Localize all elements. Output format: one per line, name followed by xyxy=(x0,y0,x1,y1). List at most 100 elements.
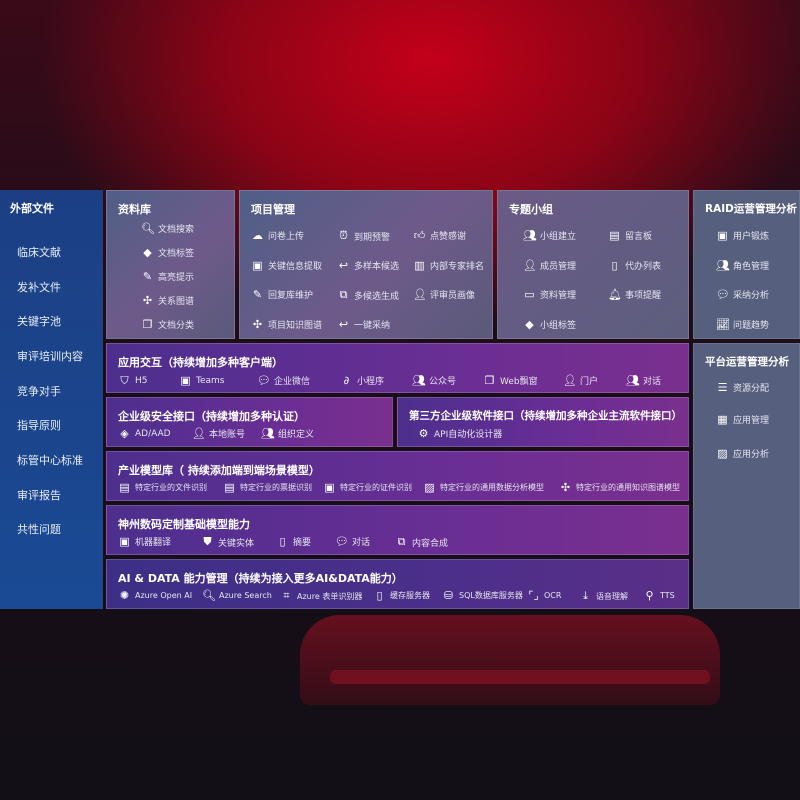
client-item[interactable]: 💬︎ 企业微信 xyxy=(257,374,310,387)
menu-item[interactable]: ▤ 留言板 xyxy=(608,229,652,242)
service-item[interactable]: ⌜⌟ OCR xyxy=(527,589,561,602)
chart-icon: ▨ xyxy=(717,447,728,460)
service-item[interactable]: ⌗ Azure 表单识别器 xyxy=(280,589,362,603)
sidebar-item[interactable]: 共性问题 xyxy=(17,523,61,536)
service-item[interactable]: ⛁ SQL数据库服务器 xyxy=(442,589,523,602)
capability-item[interactable]: ▣ 机器翻译 xyxy=(118,535,171,548)
menu-item[interactable]: 📈︎ 问题趋势 xyxy=(716,318,769,331)
menu-item[interactable]: ✣ 关系图谱 xyxy=(141,294,194,307)
item-label: 特定行业的通用知识图谱模型 xyxy=(576,483,680,492)
menu-item[interactable]: ⏰︎ 到期预警 xyxy=(337,229,390,243)
client-item[interactable]: ▣ Teams xyxy=(179,374,224,387)
item-label: 用户锻炼 xyxy=(733,232,770,242)
menu-item[interactable]: ↩ 多样本候选 xyxy=(337,259,399,272)
menu-item[interactable]: ▭ 资料管理 xyxy=(523,288,576,301)
reply-icon: ↩ xyxy=(338,259,349,272)
menu-item[interactable]: 👍︎ 点赞感谢 xyxy=(413,229,466,242)
clipboard-icon: ▯ xyxy=(611,259,618,272)
menu-item[interactable]: 💬︎ 采纳分析 xyxy=(716,288,769,301)
menu-item[interactable]: ▯ 代办列表 xyxy=(608,259,661,272)
menu-item[interactable]: ⧉ 多候选生成 xyxy=(337,288,399,302)
users-icon: 👥︎ xyxy=(523,229,537,242)
item-label: 多候选生成 xyxy=(354,291,400,302)
item-label: 关键实体 xyxy=(218,538,255,549)
ocr-icon: ⌜⌟ xyxy=(528,589,539,602)
menu-item[interactable]: 👤︎ 评审员画像 xyxy=(413,288,475,301)
sidebar-item[interactable]: 指导原则 xyxy=(17,419,61,432)
panel-base-models: 神州数码定制基础模型能力 ▣ 机器翻译 ⛊ 关键实体 ▯ 摘要 💬︎ 对话 ⧉ 内容合成 xyxy=(106,505,689,555)
sidebar-item[interactable]: 审评报告 xyxy=(17,489,61,502)
item-label: 问题趋势 xyxy=(733,321,770,331)
item-label: 成员管理 xyxy=(540,262,577,272)
item-label: 特定行业的票据识别 xyxy=(240,483,312,492)
menu-item[interactable]: ☰ 资源分配 xyxy=(716,381,769,394)
menu-item[interactable]: 🔍︎ 文档搜索 xyxy=(141,222,194,235)
service-item[interactable]: ⚲ TTS xyxy=(643,589,674,602)
menu-item[interactable]: ↩ 一键采纳 xyxy=(337,318,390,331)
client-item[interactable]: 👥︎ 公众号 xyxy=(412,374,456,387)
model-item[interactable]: ▤ 特定行业的票据识别 xyxy=(223,481,312,494)
ranking-icon: ▥ xyxy=(414,259,425,272)
capability-item[interactable]: ⛊ 关键实体 xyxy=(201,535,254,549)
client-item[interactable]: ⛉ H5 xyxy=(118,374,147,388)
menu-item[interactable]: ❐ 文档分类 xyxy=(141,318,194,331)
service-item[interactable]: 🔍︎ Azure Search xyxy=(202,589,272,602)
menu-item[interactable]: ▦ 应用管理 xyxy=(716,413,769,426)
menu-item[interactable]: 🔔︎ 事项提醒 xyxy=(608,288,661,301)
menu-item[interactable]: ◆ 文档标签 xyxy=(141,246,194,259)
model-item[interactable]: ▤ 特定行业的文件识别 xyxy=(118,481,207,494)
item-label: 特定行业的通用数据分析模型 xyxy=(440,483,544,492)
model-item[interactable]: ▣ 特定行业的证件识别 xyxy=(323,481,412,494)
api-designer-item[interactable]: ⚙ API自动化设计器 xyxy=(417,427,503,440)
thumbs-up-icon: 👍︎ xyxy=(413,229,426,242)
menu-item[interactable]: ✣ 项目知识图谱 xyxy=(251,318,322,331)
menu-item[interactable]: ✎ 高亮提示 xyxy=(141,270,194,283)
menu-item[interactable]: ▥ 内部专家排名 xyxy=(413,259,484,272)
sidebar-item[interactable]: 发补文件 xyxy=(17,281,61,294)
summary-icon: ▯ xyxy=(279,535,286,548)
model-item[interactable]: ✣ 特定行业的通用知识图谱模型 xyxy=(559,481,680,494)
sidebar-item[interactable]: 临床文献 xyxy=(17,246,61,259)
bbs-icon: ▤ xyxy=(609,229,620,242)
client-item[interactable]: ❐ Web飘窗 xyxy=(483,374,538,387)
capability-item[interactable]: ▯ 摘要 xyxy=(276,535,311,548)
item-label: 小组标签 xyxy=(540,321,577,331)
client-item[interactable]: 👤︎ 门户 xyxy=(563,374,598,387)
service-item[interactable]: ✺ Azure Open AI xyxy=(118,589,192,602)
panel-title: 专题小组 xyxy=(509,203,553,216)
item-label: 事项提醒 xyxy=(625,291,662,301)
menu-item[interactable]: ▨ 应用分析 xyxy=(716,447,769,460)
client-item[interactable]: 👥︎ 对话 xyxy=(626,374,661,387)
item-label: OCR xyxy=(544,591,562,600)
sidebar-item[interactable]: 关键字池 xyxy=(17,315,61,328)
client-item[interactable]: ∂ 小程序 xyxy=(340,374,384,387)
auth-item[interactable]: 👤︎ 本地账号 xyxy=(192,427,245,440)
menu-item[interactable]: ☁ 问卷上传 xyxy=(251,229,304,242)
menu-item[interactable]: 👥︎ 角色管理 xyxy=(716,259,769,272)
search-doc-icon: 🔍︎ xyxy=(202,589,216,602)
auth-item[interactable]: ◈ AD/AAD xyxy=(118,427,170,440)
menu-item[interactable]: ▣ 用户锻炼 xyxy=(716,229,769,242)
service-item[interactable]: ⤓ 语音理解 xyxy=(579,589,628,603)
openai-icon: ✺ xyxy=(119,589,130,602)
menu-item[interactable]: ▣ 关键信息提取 xyxy=(251,259,322,272)
form-icon: ⌗ xyxy=(283,589,290,602)
panel-docs: 资料库 🔍︎ 文档搜索 ◆ 文档标签 ✎ 高亮提示 ✣ 关系图谱 ❐ 文档分类 xyxy=(106,190,235,339)
user-icon: 👤︎ xyxy=(413,288,427,301)
menu-item[interactable]: ◆ 小组标签 xyxy=(523,318,576,331)
sidebar-item[interactable]: 标管中心标准 xyxy=(17,454,83,467)
sidebar-item[interactable]: 审评培训内容 xyxy=(17,350,83,363)
item-label: Azure Search xyxy=(219,591,272,600)
sidebar-item[interactable]: 竞争对手 xyxy=(17,385,61,398)
model-item[interactable]: ▨ 特定行业的通用数据分析模型 xyxy=(423,481,544,494)
menu-item[interactable]: 👥︎ 小组建立 xyxy=(523,229,576,242)
auth-item[interactable]: 👥︎ 组织定义 xyxy=(261,427,314,440)
menu-item[interactable]: 👤︎ 成员管理 xyxy=(523,259,576,272)
capability-item[interactable]: ⧉ 内容合成 xyxy=(395,535,448,549)
graph-icon: ✣ xyxy=(252,318,263,331)
panel-title: 资料库 xyxy=(118,203,151,216)
item-label: 代办列表 xyxy=(625,262,662,272)
capability-item[interactable]: 💬︎ 对话 xyxy=(335,535,370,548)
menu-item[interactable]: ✎ 回复库维护 xyxy=(251,288,313,301)
service-item[interactable]: ▯ 缓存服务器 xyxy=(373,589,430,602)
